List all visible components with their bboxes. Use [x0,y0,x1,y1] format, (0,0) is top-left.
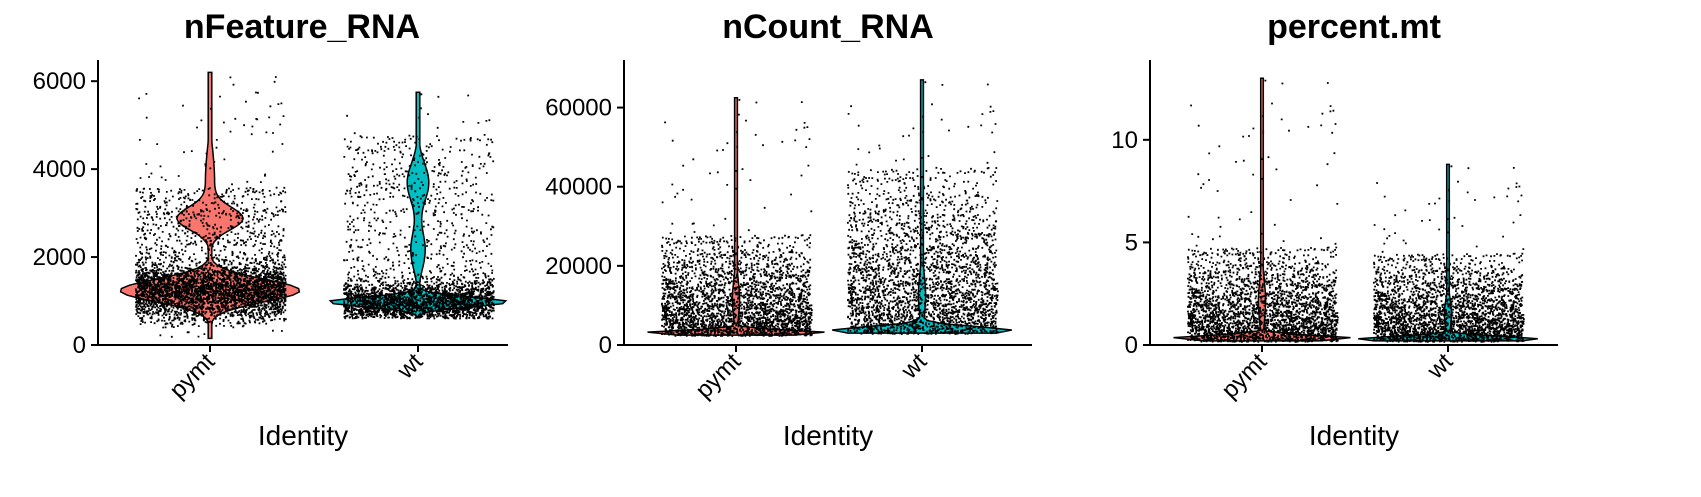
jitter-points-pymt [135,76,287,338]
violin-pymt [1173,77,1351,342]
violin-pymt [647,96,825,336]
x-tick-label-wt: wt [391,348,428,385]
y-tick-label: 10 [1111,127,1138,154]
y-tick-label: 60000 [545,95,612,122]
x-tick-label-pymt: pymt [690,348,746,404]
x-tick-label-pymt: pymt [1216,348,1272,404]
y-tick-label: 0 [73,332,86,359]
panel-percent-mt: percent.mt 0 5 10 pymt wt Identity [1111,8,1558,451]
panel-ncount-rna: nCount_RNA 0 20000 40000 60000 pymt wt Identity [545,8,1032,451]
jitter-dots [847,81,999,335]
x-tick-label-wt: wt [895,348,932,385]
jitter-dots [661,99,813,337]
jitter-points-pymt [1187,79,1339,343]
x-tick-label-wt: wt [1421,348,1458,385]
panel-nfeature-rna: nFeature_RNA 0 2000 4000 6000 pymt wt Identity [33,8,508,451]
x-axis-label: Identity [783,420,873,451]
jitter-dots [343,93,495,320]
y-tick-label: 2000 [33,244,86,271]
jitter-dots [135,76,287,338]
y-tick-label: 40000 [545,174,612,201]
y-tick-label: 20000 [545,253,612,280]
x-tick-label-pymt: pymt [164,348,220,404]
jitter-points-pymt [661,99,813,337]
violin-wt [328,91,508,319]
jitter-points-wt [847,81,999,335]
y-tick-label: 4000 [33,156,86,183]
jitter-dots [1187,79,1339,343]
x-axis-label: Identity [258,420,348,451]
jitter-dots [1373,165,1525,343]
jitter-points-wt [1373,165,1525,343]
y-tick-label: 0 [599,332,612,359]
chart-title: nFeature_RNA [184,8,420,46]
y-tick-label: 0 [1125,332,1138,359]
violin-pymt [119,71,301,340]
y-tick-label: 6000 [33,68,86,95]
violin-wt [832,79,1012,334]
chart-title: nCount_RNA [722,8,934,46]
y-tick-label: 5 [1125,229,1138,256]
jitter-points-wt [343,93,495,320]
x-axis-label: Identity [1309,420,1399,451]
chart-title: percent.mt [1267,8,1441,46]
